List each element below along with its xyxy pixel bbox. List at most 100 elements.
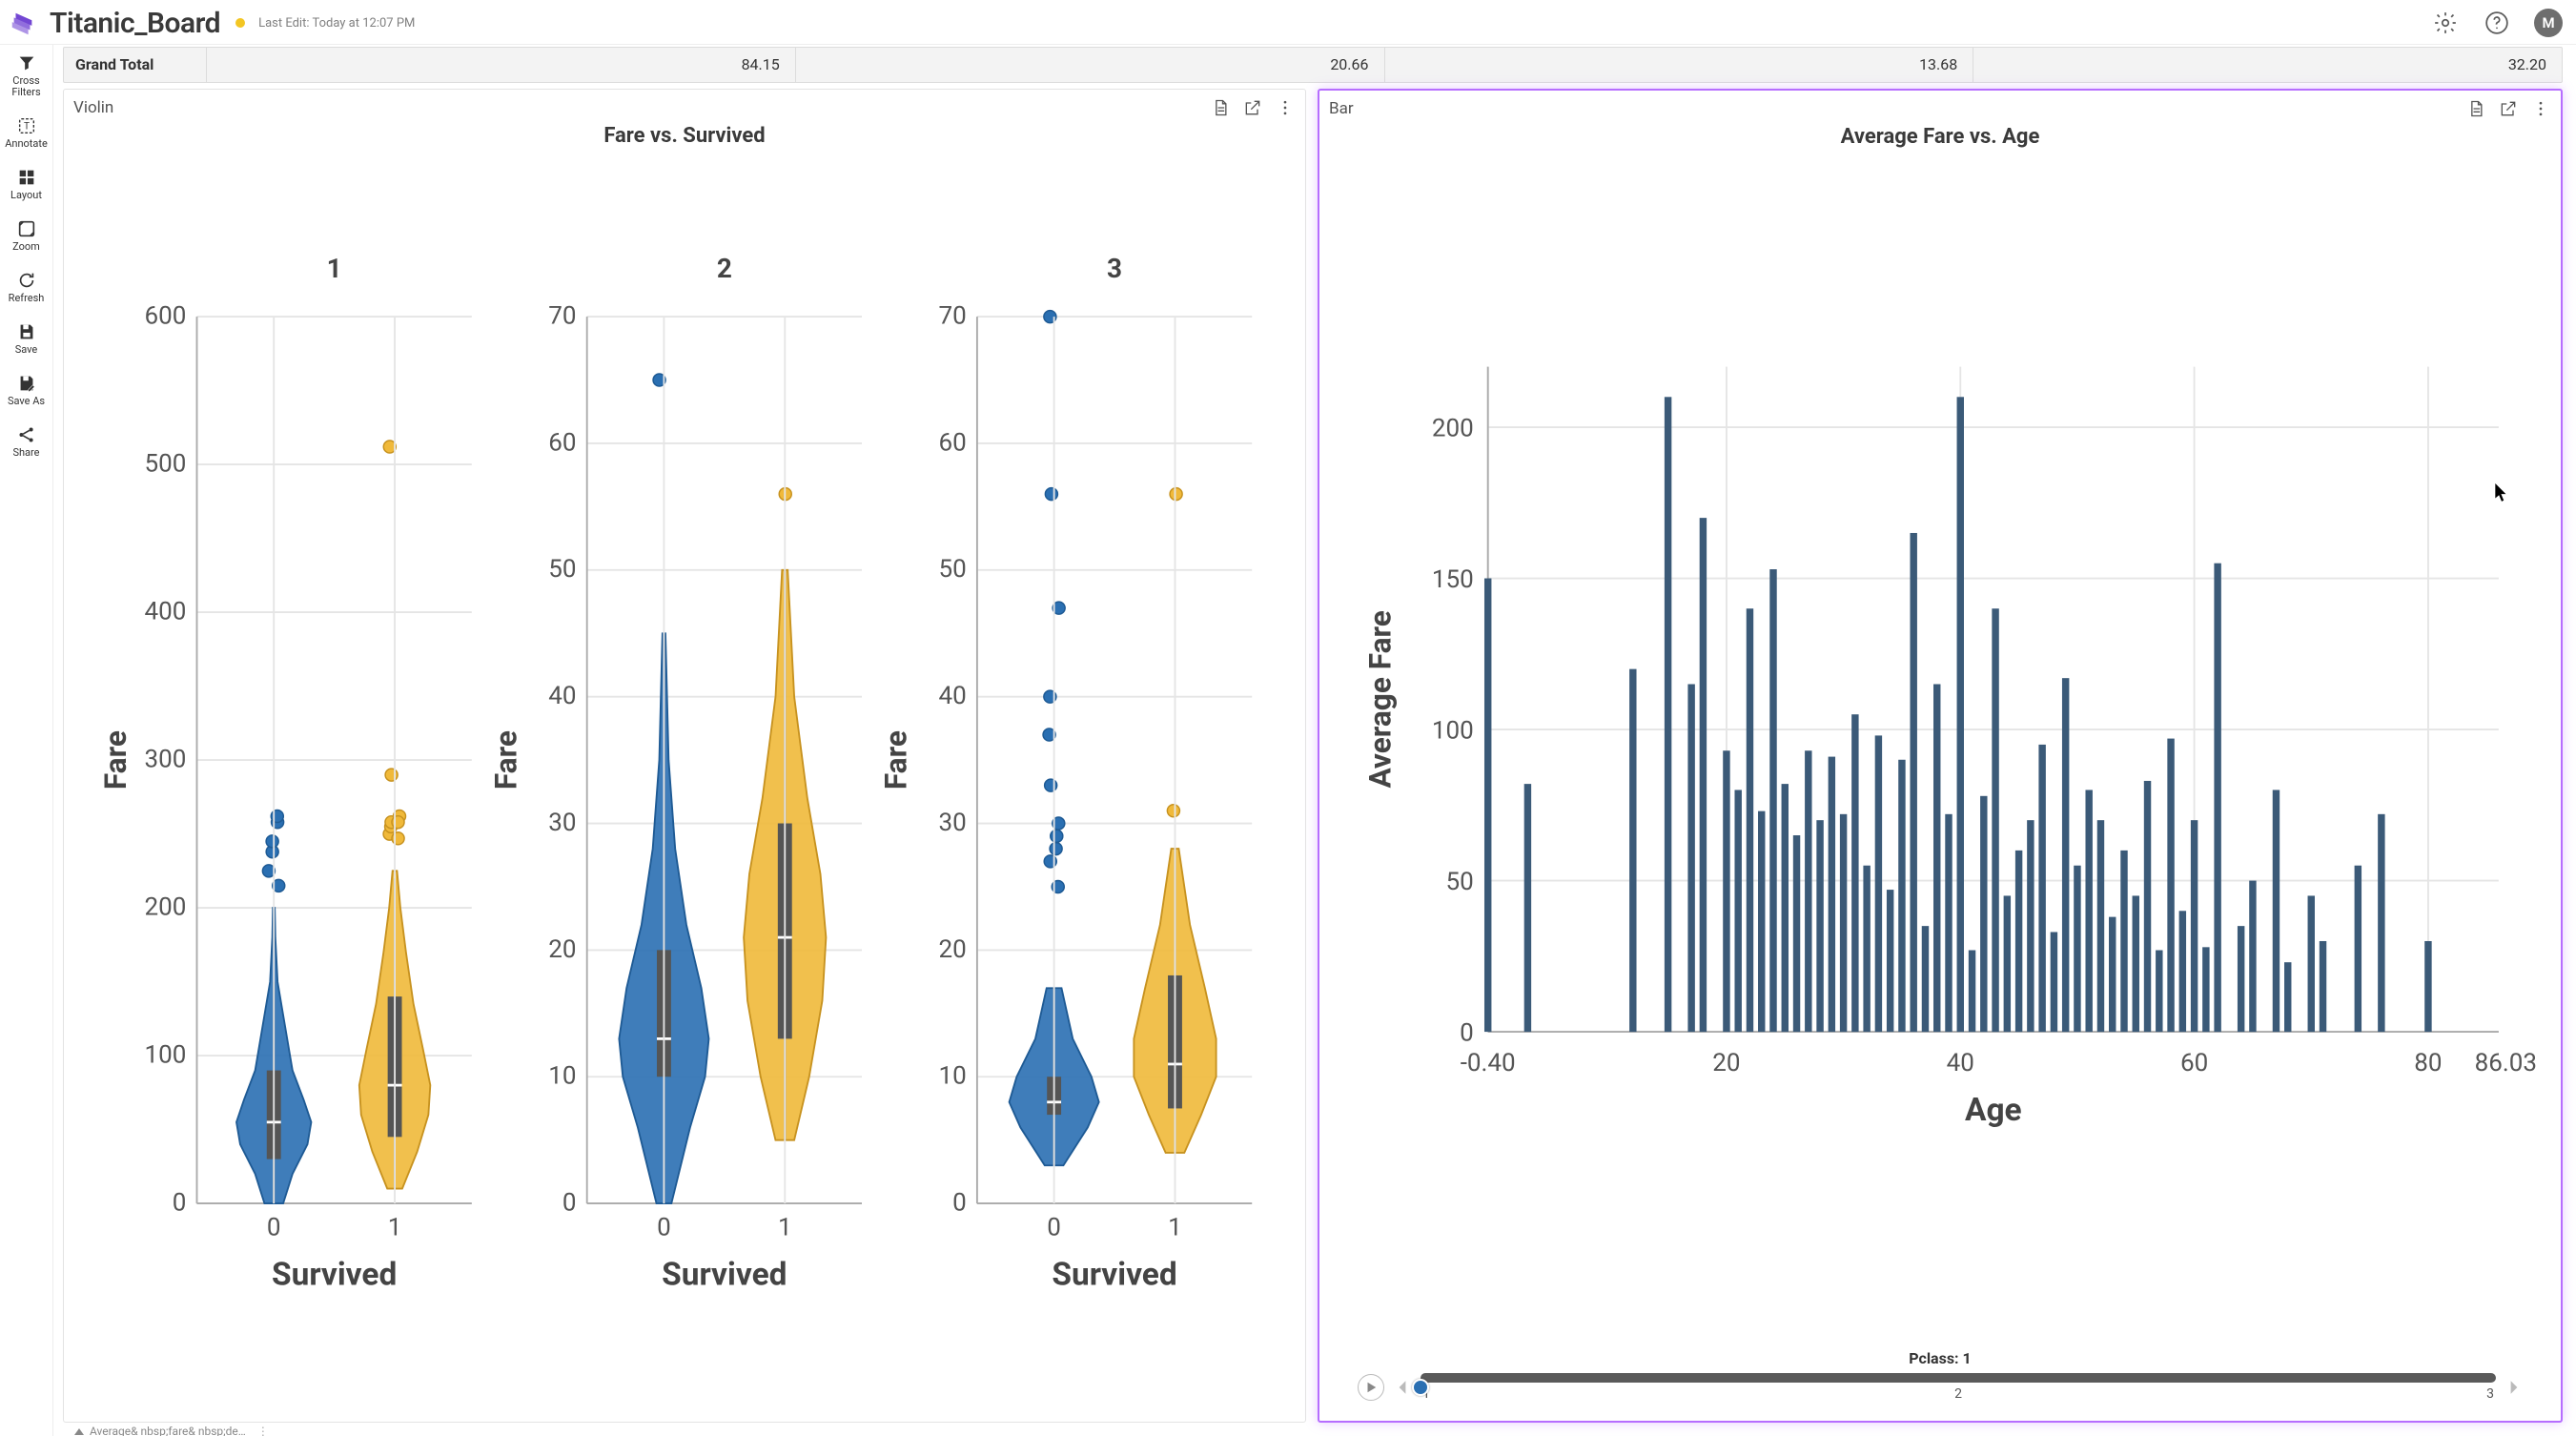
side-item-save[interactable]: Save	[0, 321, 52, 356]
main: CrossFilters T Annotate Layout Zoom Refresh Sa…	[0, 45, 2576, 1436]
slider-label: Pclass:	[1909, 1349, 1958, 1367]
svg-text:40: 40	[548, 682, 576, 710]
svg-text:150: 150	[1432, 565, 1474, 594]
totals-label: Grand Total	[64, 48, 207, 82]
svg-text:0: 0	[952, 1189, 967, 1218]
help-icon[interactable]	[2483, 9, 2511, 37]
play-button[interactable]	[1358, 1374, 1384, 1401]
last-edit-text: Last Edit: Today at 12:07 PM	[258, 16, 415, 31]
expand-icon	[74, 1428, 84, 1435]
svg-text:Survived: Survived	[1052, 1257, 1176, 1294]
side-item-layout[interactable]: Layout	[0, 167, 52, 201]
topbar: Titanic_Board Last Edit: Today at 12:07 …	[0, 0, 2576, 45]
open-external-icon[interactable]	[2498, 98, 2519, 119]
svg-text:200: 200	[1432, 414, 1474, 442]
svg-text:400: 400	[144, 598, 186, 626]
totals-row: Grand Total 84.15 20.66 13.68 32.20	[63, 47, 2563, 83]
side-item-label: Layout	[10, 190, 42, 201]
slider-thumb[interactable]	[1412, 1379, 1429, 1396]
svg-text:300: 300	[144, 746, 186, 774]
svg-text:100: 100	[1432, 716, 1474, 745]
svg-text:Fare: Fare	[98, 730, 133, 790]
more-icon[interactable]	[1275, 97, 1296, 118]
violin-type-label: Violin	[73, 98, 113, 117]
svg-text:0: 0	[1047, 1214, 1061, 1242]
side-item-label: Zoom	[12, 241, 40, 253]
slider-title: Pclass: 1	[1358, 1349, 2523, 1367]
side-item-label: Save As	[8, 396, 45, 407]
svg-text:50: 50	[548, 555, 576, 584]
svg-text:30: 30	[938, 809, 966, 837]
side-nav: CrossFilters T Annotate Layout Zoom Refresh Sa…	[0, 45, 53, 1436]
svg-text:T: T	[23, 122, 29, 133]
bar-chart[interactable]: 050100150200-0.402040608086.03Average Fa…	[1319, 153, 2561, 1344]
side-item-cross-filters[interactable]: CrossFilters	[0, 52, 52, 98]
svg-text:Survived: Survived	[662, 1257, 787, 1294]
slider-tick: 2	[1954, 1386, 1962, 1402]
violin-panel-head: Violin	[64, 90, 1305, 126]
side-item-refresh[interactable]: Refresh	[0, 270, 52, 304]
svg-text:40: 40	[938, 682, 966, 710]
app-logo[interactable]	[6, 6, 40, 40]
file-icon[interactable]	[2465, 98, 2486, 119]
svg-text:Average Fare: Average Fare	[1362, 610, 1398, 788]
board-title[interactable]: Titanic_Board	[50, 7, 220, 40]
file-icon[interactable]	[1210, 97, 1231, 118]
truncated-footer[interactable]: Average& nbsp;fare& nbsp;de… ⋮	[57, 1423, 2568, 1436]
svg-text:0: 0	[1460, 1018, 1474, 1047]
svg-text:60: 60	[938, 428, 966, 457]
svg-text:50: 50	[1446, 868, 1474, 896]
side-item-annotate[interactable]: T Annotate	[0, 115, 52, 150]
footer-text: Average& nbsp;fare& nbsp;de…	[90, 1425, 246, 1436]
side-item-zoom[interactable]: Zoom	[0, 218, 52, 253]
bar-panel: Bar Average Fare vs. Age 050100150200-0.…	[1318, 89, 2563, 1423]
violin-title: Fare vs. Survived	[64, 124, 1305, 148]
svg-text:70: 70	[938, 302, 966, 331]
svg-text:50: 50	[938, 555, 966, 584]
slider-prev-icon[interactable]	[1394, 1379, 1411, 1396]
side-item-label: Share	[12, 447, 39, 459]
svg-text:200: 200	[144, 893, 186, 922]
avatar[interactable]: M	[2534, 9, 2563, 37]
svg-text:60: 60	[548, 428, 576, 457]
totals-cell: 84.15	[207, 48, 796, 82]
more-icon[interactable]	[2530, 98, 2551, 119]
svg-text:70: 70	[548, 302, 576, 331]
violin-chart[interactable]: 1Fare010020030040050060001Survived2Fare0…	[64, 152, 1305, 1422]
status-dot	[235, 18, 245, 28]
svg-text:2: 2	[717, 253, 732, 284]
slider-tick: 3	[2486, 1386, 2494, 1402]
side-item-save-as[interactable]: Save As	[0, 373, 52, 407]
svg-text:10: 10	[548, 1062, 576, 1091]
svg-text:0: 0	[657, 1214, 671, 1242]
svg-text:10: 10	[938, 1062, 966, 1091]
slider-next-icon[interactable]	[2505, 1379, 2523, 1396]
panels: Violin Fare vs. Survived 1Fare0100200300…	[57, 89, 2568, 1423]
svg-text:Age: Age	[1965, 1092, 2022, 1129]
svg-text:60: 60	[2180, 1049, 2208, 1077]
side-item-label: Save	[15, 344, 38, 356]
side-item-label: CrossFilters	[11, 75, 40, 98]
side-item-label: Annotate	[5, 138, 48, 150]
svg-text:Survived: Survived	[272, 1257, 397, 1294]
gear-icon[interactable]	[2431, 9, 2460, 37]
svg-text:20: 20	[938, 935, 966, 964]
side-item-share[interactable]: Share	[0, 424, 52, 459]
svg-text:1: 1	[778, 1214, 792, 1242]
svg-text:0: 0	[267, 1214, 281, 1242]
svg-text:86.03: 86.03	[2475, 1049, 2537, 1077]
violin-panel: Violin Fare vs. Survived 1Fare0100200300…	[63, 89, 1306, 1423]
open-external-icon[interactable]	[1242, 97, 1263, 118]
side-item-label: Refresh	[9, 293, 45, 304]
svg-text:30: 30	[548, 809, 576, 837]
svg-text:600: 600	[144, 302, 186, 331]
slider-value: 1	[1963, 1349, 1972, 1367]
svg-text:0: 0	[173, 1189, 187, 1218]
svg-text:500: 500	[144, 450, 186, 479]
slider-wrap: Pclass: 1 1 2 3	[1319, 1344, 2561, 1421]
svg-text:-0.40: -0.40	[1461, 1049, 1516, 1077]
svg-text:0: 0	[562, 1189, 577, 1218]
workspace: Grand Total 84.15 20.66 13.68 32.20 Viol…	[53, 45, 2576, 1436]
slider-track[interactable]: 1 2 3	[1421, 1373, 2496, 1402]
svg-text:40: 40	[1947, 1049, 1974, 1077]
